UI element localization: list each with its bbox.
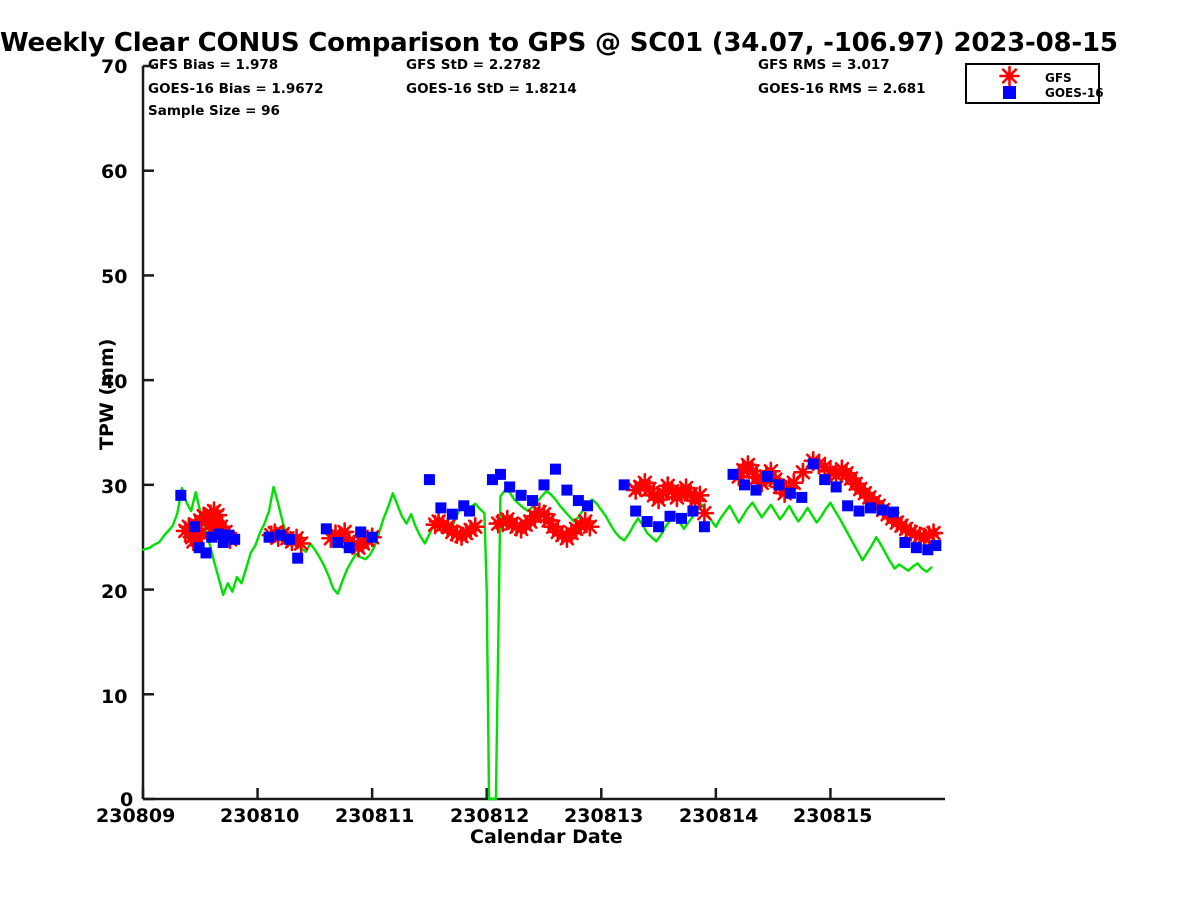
y-axis-ticks — [143, 64, 154, 801]
x-axis-label: Calendar Date — [470, 826, 623, 848]
goes16-square-icon — [1003, 86, 1016, 99]
x-tick-230811: 230811 — [335, 805, 415, 827]
legend-label-goes16: GOES-16 — [1045, 86, 1104, 100]
series-goes16-markers — [175, 458, 942, 564]
y-tick-50: 50 — [101, 266, 128, 288]
stat-gfs-std: GFS StD = 2.2782 — [406, 57, 541, 73]
y-tick-10: 10 — [101, 686, 128, 708]
axis-lines — [141, 66, 945, 801]
x-tick-230812: 230812 — [450, 805, 530, 827]
legend-label-gfs: GFS — [1045, 71, 1072, 85]
y-tick-60: 60 — [101, 161, 128, 183]
legend[interactable]: GFS GOES-16 — [965, 63, 1104, 104]
x-tick-230813: 230813 — [564, 805, 644, 827]
y-tick-20: 20 — [101, 581, 128, 603]
y-tick-0: 0 — [120, 789, 134, 811]
y-tick-40: 40 — [101, 371, 128, 393]
x-tick-230809: 230809 — [96, 805, 176, 827]
x-tick-230815: 230815 — [793, 805, 873, 827]
x-tick-230810: 230810 — [220, 805, 300, 827]
y-tick-30: 30 — [101, 476, 128, 498]
y-tick-70: 70 — [101, 56, 128, 78]
stat-sample-size: Sample Size = 96 — [148, 103, 280, 119]
stat-goes-std: GOES-16 StD = 1.8214 — [406, 81, 577, 97]
gfs-asterisk-icon — [999, 65, 1020, 87]
legend-markers — [999, 65, 1020, 99]
series-gps-line — [141, 485, 933, 801]
stat-gfs-bias: GFS Bias = 1.978 — [148, 57, 279, 73]
x-axis-ticks — [141, 788, 832, 799]
stat-goes-bias: GOES-16 Bias = 1.9672 — [148, 81, 324, 97]
page-title: Weekly Clear CONUS Comparison to GPS @ S… — [0, 28, 1118, 58]
stat-gfs-rms: GFS RMS = 3.017 — [758, 57, 890, 73]
x-tick-230814: 230814 — [679, 805, 759, 827]
stat-goes-rms: GOES-16 RMS = 2.681 — [758, 81, 926, 97]
